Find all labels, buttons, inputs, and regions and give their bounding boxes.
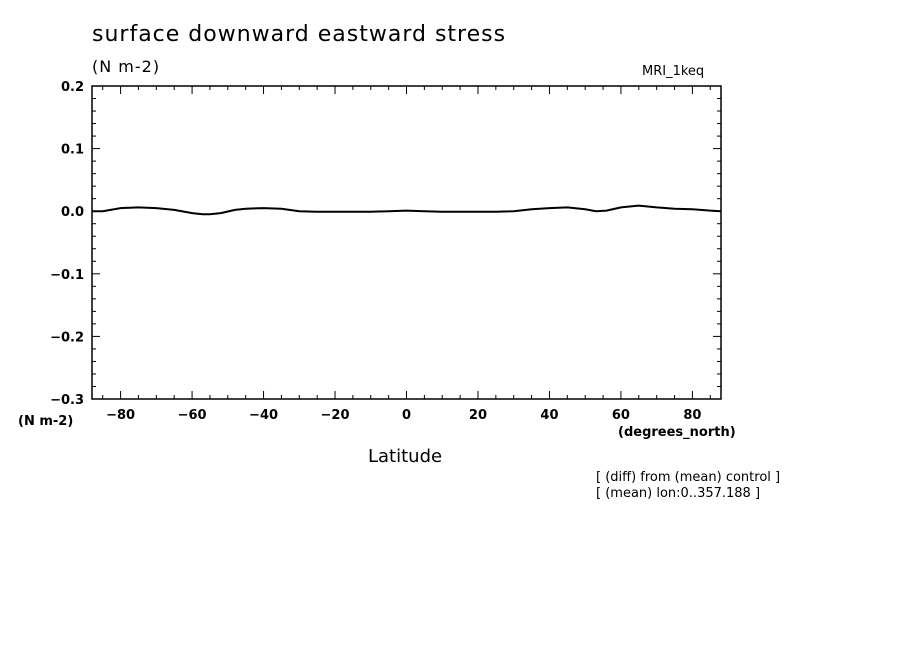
x-axis-title: Latitude — [368, 446, 443, 467]
series-line — [92, 204, 722, 216]
x-tick-label: 20 — [469, 408, 487, 423]
y-tick-label: −0.3 — [50, 393, 84, 408]
x-axis: −80 −60 −40 −20 0 20 40 60 80 — [102, 86, 711, 423]
y-axis: −0.3 −0.2 −0.1 0.0 0.1 0.2 — [50, 80, 721, 408]
y-tick-label: 0.2 — [61, 80, 84, 95]
y-tick-label: −0.1 — [50, 268, 84, 283]
x-tick-label: −60 — [178, 408, 207, 423]
model-label: MRI_1keq — [642, 64, 705, 79]
y-tick-label: 0.1 — [61, 143, 84, 158]
x-tick-label: 0 — [402, 408, 411, 423]
y-axis-units: (N m-2) — [18, 414, 74, 429]
x-tick-label: 60 — [612, 408, 630, 423]
x-tick-label: 40 — [540, 408, 558, 423]
x-tick-label: −20 — [321, 408, 350, 423]
chart-title: surface downward eastward stress — [92, 22, 507, 47]
diff-note: [ (diff) from (mean) control ] — [596, 470, 781, 485]
mean-note: [ (mean) lon:0..357.188 ] — [596, 486, 761, 501]
x-axis-units: (degrees_north) — [618, 425, 736, 440]
chart-units: (N m-2) — [92, 57, 161, 76]
y-tick-label: −0.2 — [50, 330, 84, 345]
x-tick-label: 80 — [683, 408, 701, 423]
plot-frame — [91, 85, 722, 400]
x-tick-label: −80 — [106, 408, 135, 423]
y-tick-label: 0.0 — [61, 205, 84, 220]
x-tick-label: −40 — [249, 408, 278, 423]
